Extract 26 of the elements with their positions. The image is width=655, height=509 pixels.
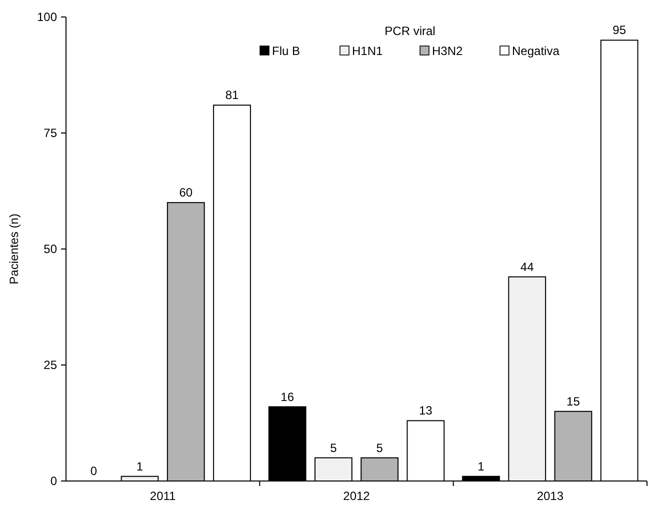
legend-label: Negativa [512,44,560,58]
data-label: 0 [90,464,98,478]
data-label: 81 [225,88,239,102]
y-tick-label: 0 [50,474,58,488]
data-label: 95 [612,23,626,38]
data-label: 16 [280,390,294,404]
legend-title: PCR viral [384,24,436,38]
y-tick-label: 75 [44,126,58,140]
data-label: 1 [478,459,485,474]
data-label: 44 [520,260,534,274]
data-label: 13 [418,404,433,418]
data-label: 5 [376,440,384,455]
y-tick-label: 50 [44,242,58,256]
legend-label: H1N1 [352,44,384,58]
data-label: 60 [179,186,193,200]
x-tick-label: 2011 [150,489,176,503]
legend-label: H3N2 [432,44,464,58]
data-label: 1 [136,459,144,474]
data-label: 5 [330,440,338,455]
y-axis-title: Pacientes (n) [7,214,21,284]
x-tick-label: 2012 [343,489,370,503]
y-tick-label: 25 [44,358,58,372]
data-label: 15 [566,394,580,408]
x-tick-label: 2013 [536,489,564,503]
legend-label: Flu B [272,44,300,58]
y-tick-label: 100 [36,10,58,24]
